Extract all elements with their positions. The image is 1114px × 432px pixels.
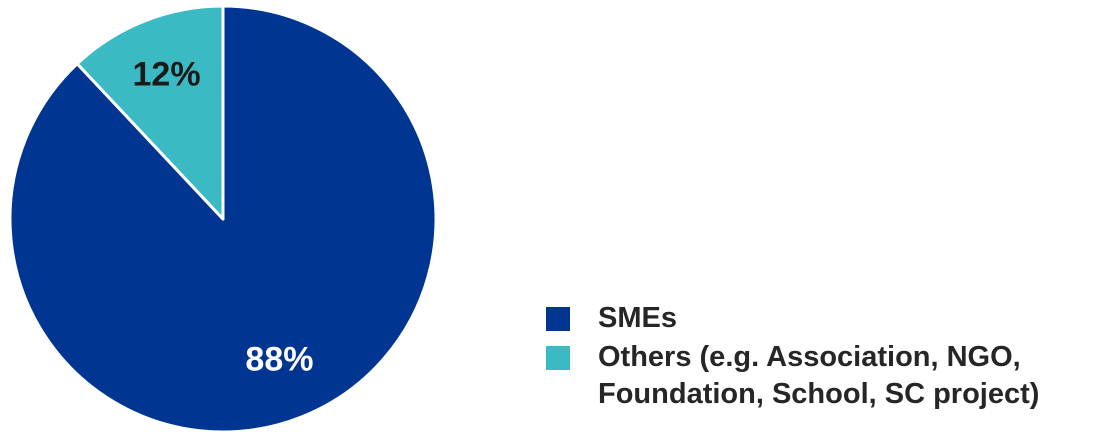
pie-data-labels: 88% 12% <box>133 55 314 378</box>
data-label-smes: 88% <box>245 341 313 379</box>
legend: SMEs Others (e.g. Association, NGO, Foun… <box>546 300 1106 415</box>
data-label-others: 12% <box>133 55 201 93</box>
legend-label-smes: SMEs <box>598 302 677 334</box>
legend-label-others: Others (e.g. Association, NGO, Foundatio… <box>598 341 1040 410</box>
legend-item-others: Others (e.g. Association, NGO, Foundatio… <box>546 339 1106 413</box>
legend-item-smes: SMEs <box>546 300 1106 337</box>
legend-swatch-smes <box>546 307 570 331</box>
legend-swatch-others <box>546 346 570 370</box>
pie-slices <box>8 4 438 432</box>
pie-slice-others <box>75 4 225 221</box>
